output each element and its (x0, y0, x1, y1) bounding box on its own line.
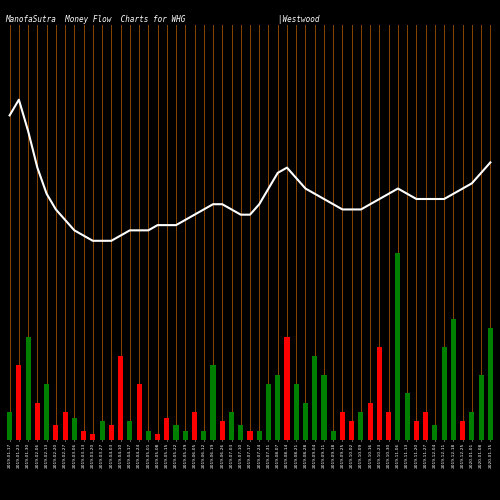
Bar (100, 422, 104, 440)
Bar (7, 412, 12, 440)
Bar (432, 425, 438, 440)
Bar (136, 384, 141, 440)
Bar (358, 412, 364, 440)
Bar (442, 346, 446, 440)
Bar (460, 422, 465, 440)
Bar (470, 412, 474, 440)
Bar (174, 425, 178, 440)
Bar (238, 425, 244, 440)
Bar (90, 434, 96, 440)
Bar (201, 430, 206, 440)
Bar (451, 318, 456, 440)
Bar (377, 346, 382, 440)
Bar (303, 402, 308, 440)
Bar (349, 422, 354, 440)
Bar (488, 328, 493, 440)
Bar (44, 384, 49, 440)
Bar (478, 374, 484, 440)
Bar (220, 422, 225, 440)
Bar (182, 430, 188, 440)
Bar (118, 356, 123, 440)
Bar (146, 430, 151, 440)
Bar (192, 412, 197, 440)
Bar (284, 338, 290, 440)
Bar (386, 412, 391, 440)
Bar (26, 338, 30, 440)
Bar (396, 253, 400, 440)
Bar (54, 425, 59, 440)
Bar (256, 430, 262, 440)
Bar (229, 412, 234, 440)
Bar (210, 366, 216, 440)
Bar (81, 430, 86, 440)
Bar (62, 412, 68, 440)
Bar (423, 412, 428, 440)
Bar (330, 430, 336, 440)
Bar (72, 418, 77, 440)
Text: ManofaSutra  Money Flow  Charts for WHG                    |Westwood            : ManofaSutra Money Flow Charts for WHG |W… (5, 15, 500, 24)
Bar (16, 366, 21, 440)
Bar (248, 430, 252, 440)
Bar (109, 425, 114, 440)
Bar (266, 384, 271, 440)
Bar (294, 384, 299, 440)
Bar (322, 374, 326, 440)
Bar (404, 394, 409, 440)
Bar (155, 434, 160, 440)
Bar (340, 412, 345, 440)
Bar (164, 418, 170, 440)
Bar (275, 374, 280, 440)
Bar (312, 356, 318, 440)
Bar (128, 422, 132, 440)
Bar (35, 402, 40, 440)
Bar (368, 402, 372, 440)
Bar (414, 422, 419, 440)
